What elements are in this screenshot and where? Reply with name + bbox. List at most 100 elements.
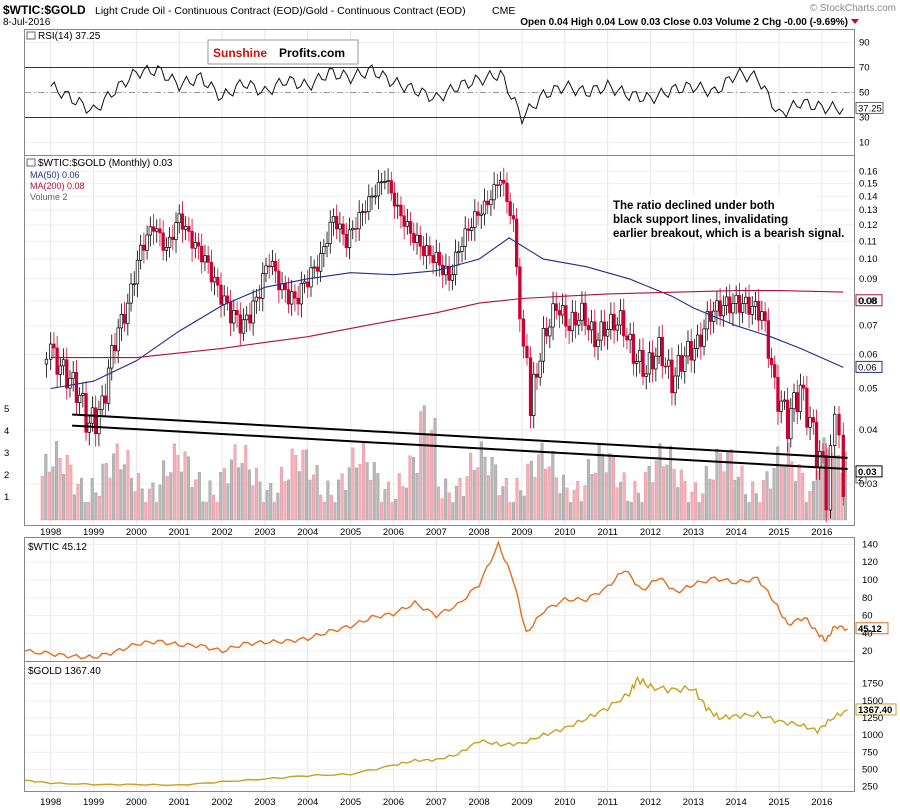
volume-bar	[469, 452, 473, 521]
candle-body	[638, 350, 642, 362]
ratio-tick-label: 0.14	[859, 191, 878, 202]
candle-body	[151, 226, 156, 232]
volume-bar	[172, 443, 176, 521]
x-tick-label: 2006	[383, 527, 404, 538]
ratio-tick-label: 0.09	[859, 274, 878, 285]
candle-body	[325, 243, 329, 247]
volume-bar	[76, 483, 80, 521]
volume-bar	[229, 459, 233, 521]
volume-bar	[522, 495, 526, 521]
candle-body	[573, 311, 578, 326]
volume-bar	[144, 502, 148, 521]
candle-body	[489, 199, 493, 206]
candle-body	[589, 321, 594, 331]
volume-bar	[201, 501, 205, 521]
x-tick-label: 2002	[212, 797, 233, 808]
candle-body	[602, 321, 607, 337]
x-tick-label: 2016	[811, 797, 832, 808]
volume-bar	[244, 444, 248, 521]
down-arrow-icon	[851, 19, 859, 24]
candle-body	[299, 282, 303, 305]
candle-body	[187, 225, 191, 232]
volume-bar	[397, 473, 401, 521]
candle-body	[773, 364, 777, 378]
candle-body	[441, 264, 445, 276]
candle-body	[100, 395, 104, 410]
support-line	[72, 424, 848, 470]
volume-bar	[47, 471, 51, 521]
candle-body	[129, 283, 133, 304]
volume-bar	[483, 456, 487, 521]
x-tick-label: 2015	[768, 797, 789, 808]
candle-body	[538, 360, 542, 378]
candle-body	[561, 305, 565, 316]
volume-bar	[83, 502, 87, 521]
candle-body	[347, 229, 352, 249]
x-tick-label: 2016	[811, 527, 832, 538]
volume-bar	[376, 473, 380, 521]
candle-body	[460, 245, 464, 252]
ma200-line	[50, 290, 844, 359]
x-tick-label: 2004	[297, 527, 318, 538]
volume-bar	[340, 473, 344, 521]
candle-body	[708, 311, 713, 322]
rsi-tick-label: 10	[859, 138, 870, 149]
candle-body	[699, 334, 703, 347]
candle-body	[126, 302, 130, 324]
candle-body	[528, 357, 533, 417]
annotation-text: The ratio declined under both black supp…	[613, 200, 844, 240]
volume-bar	[676, 487, 680, 521]
volume-bar	[519, 490, 523, 521]
candle-body	[641, 350, 645, 377]
candle-body	[357, 212, 361, 230]
candle-body	[376, 181, 381, 197]
candle-body	[180, 213, 185, 230]
volume-bar	[633, 480, 637, 521]
candle-body	[463, 228, 467, 247]
gold-last-value: 1367.40	[858, 705, 892, 716]
candle-body	[209, 261, 214, 283]
candle-body	[132, 283, 136, 286]
candle-body	[841, 434, 845, 497]
volume-bar	[429, 430, 433, 521]
volume-bar	[672, 468, 676, 521]
volume-bar	[540, 442, 544, 521]
stockcharts-watermark: © StockCharts.com	[810, 3, 896, 14]
gold-panel-frame	[24, 661, 855, 792]
candle-body	[341, 223, 345, 235]
candle-body	[318, 253, 323, 272]
ratio-panel-frame	[24, 155, 855, 526]
ratio-legend-swatch	[26, 158, 36, 167]
candle-body	[248, 314, 252, 324]
candle-body	[370, 195, 374, 198]
candle-body	[570, 311, 574, 331]
volume-bar	[69, 464, 73, 521]
candle-body	[338, 223, 342, 230]
volume-bar	[526, 463, 530, 521]
wtic-last-value: 45.12	[858, 624, 882, 635]
volume-bar	[476, 467, 480, 521]
volume-bar	[190, 487, 194, 521]
volume-bar	[90, 478, 94, 521]
candle-body	[818, 451, 822, 468]
candle-body	[122, 314, 127, 324]
volume-bar	[569, 502, 573, 521]
volume-bar	[487, 475, 491, 521]
volume-bar	[105, 463, 109, 521]
ratio-tick-label: 0.03	[859, 479, 878, 490]
candle-body	[415, 234, 419, 243]
symbol-description: Light Crude Oil - Continuous Contract (E…	[95, 5, 466, 17]
chart-date: 8-Jul-2016	[3, 17, 51, 28]
x-tick-label: 2014	[726, 527, 747, 538]
ratio-tick-label: 0.06	[859, 349, 878, 360]
volume-bar	[412, 457, 416, 521]
volume-bar	[647, 465, 651, 521]
candle-body	[747, 296, 751, 315]
volume-bar	[640, 502, 644, 521]
volume-bar	[665, 464, 669, 521]
candle-body	[383, 181, 387, 183]
gold-tick-label: 1250	[862, 713, 883, 724]
candle-body	[731, 303, 735, 314]
x-tick-label: 2000	[126, 797, 147, 808]
candle-body	[87, 422, 91, 433]
